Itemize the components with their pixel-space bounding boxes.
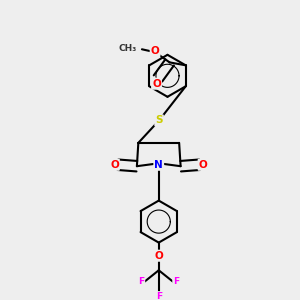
- Text: S: S: [155, 116, 163, 125]
- Text: O: O: [154, 251, 163, 261]
- Text: O: O: [199, 160, 207, 170]
- Text: F: F: [156, 292, 162, 300]
- Text: F: F: [138, 278, 144, 286]
- Text: F: F: [173, 278, 179, 286]
- Text: N: N: [154, 160, 163, 170]
- Text: O: O: [110, 160, 119, 170]
- Text: O: O: [151, 46, 159, 56]
- Text: CH₃: CH₃: [118, 44, 137, 53]
- Text: O: O: [152, 79, 161, 89]
